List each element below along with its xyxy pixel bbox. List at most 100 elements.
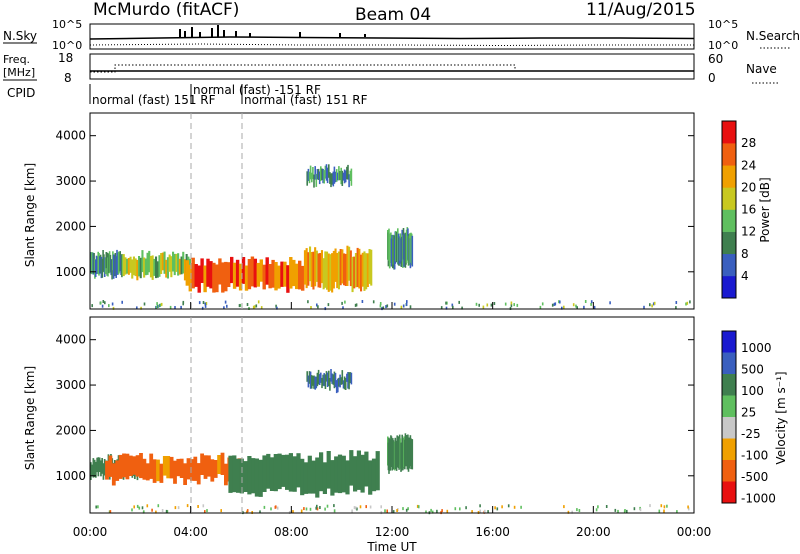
echo-cell: [334, 248, 337, 282]
echo-cell: [149, 453, 154, 479]
echo-cell: [344, 377, 347, 390]
echo-cell: [129, 256, 132, 273]
echo-cell: [215, 264, 219, 293]
echo-cell: [292, 510, 294, 514]
echo-cell: [259, 510, 261, 514]
echo-cell: [115, 460, 120, 481]
echo-cell: [146, 504, 149, 508]
colorbar-tick-label: 16: [741, 203, 756, 217]
echo-cell: [605, 505, 608, 508]
echo-cell: [633, 507, 636, 511]
colorbar-tick-label: -1000: [741, 491, 776, 505]
colorbar-swatch: [722, 331, 736, 353]
echo-cell: [182, 251, 185, 274]
echo-cell: [91, 464, 93, 477]
echo-cell: [292, 259, 296, 287]
x-tick-label: 04:00: [173, 525, 208, 539]
echo-cell: [144, 258, 147, 276]
colorbar-tick-label: -100: [741, 448, 768, 462]
echo-cell: [614, 508, 617, 512]
echo-cell: [99, 301, 102, 305]
echo-cell: [554, 302, 557, 306]
echo-cell: [315, 376, 318, 389]
echo-cell: [286, 265, 290, 293]
echo-cell: [325, 164, 328, 181]
echo-cell: [149, 256, 152, 278]
echo-cell: [411, 439, 414, 470]
echo-cell: [303, 462, 309, 494]
echo-cell: [361, 252, 364, 287]
echo-cell: [375, 451, 380, 491]
echo-cell: [255, 304, 258, 308]
echo-cell: [259, 259, 263, 282]
echo-cell: [553, 302, 556, 306]
echo-cell: [180, 305, 182, 309]
echo-cell: [158, 255, 161, 277]
echo-cell: [307, 252, 310, 286]
echo-cell: [561, 306, 563, 310]
echo-cell: [361, 300, 364, 303]
echo-cell: [121, 254, 123, 278]
echo-cell: [345, 460, 350, 495]
y-tick-label: 4000: [55, 333, 86, 347]
echo-cell: [325, 371, 328, 382]
echo-cell: [126, 258, 129, 274]
echo-cell: [289, 257, 293, 289]
echo-cell: [312, 375, 314, 386]
colorbar-swatch: [722, 460, 736, 482]
echo-cell: [220, 452, 225, 475]
echo-cell: [416, 504, 419, 508]
echo-cell: [254, 458, 259, 497]
echo-cell: [309, 371, 312, 389]
echo-cell: [475, 302, 478, 306]
echo-cell: [159, 303, 162, 307]
echo-cell: [338, 377, 340, 387]
echo-cell: [182, 302, 184, 306]
echo-cell: [206, 509, 208, 513]
echo-cell: [102, 300, 105, 303]
echo-cell: [307, 168, 310, 182]
echo-cell: [333, 371, 336, 389]
echo-cell: [134, 258, 137, 277]
velocity-colorbar: 1000 500 100 25 -25 -100 -500 -1000: [721, 330, 776, 505]
echo-cell: [265, 257, 269, 285]
echo-cell: [175, 253, 178, 272]
echo-cell: [407, 507, 409, 511]
echo-cell: [343, 169, 346, 184]
echo-cell: [273, 454, 278, 492]
echo-cell: [202, 301, 205, 304]
echo-cell: [487, 510, 489, 514]
echo-cell: [166, 456, 171, 479]
echo-cell: [365, 505, 367, 509]
echo-cell: [310, 306, 312, 309]
echo-cell: [135, 455, 140, 477]
echo-cell: [571, 510, 573, 514]
echo-cell: [351, 509, 353, 513]
echo-cell: [277, 453, 282, 490]
echo-cell: [595, 508, 598, 512]
colorbar-tick-label: 12: [741, 225, 756, 239]
echo-cell: [324, 507, 326, 511]
echo-cell: [194, 264, 198, 287]
echo-cell: [349, 450, 354, 486]
echo-cell: [349, 372, 352, 384]
echo-cell: [139, 453, 143, 479]
echo-cell: [274, 505, 277, 509]
echo-cell: [260, 306, 263, 310]
echo-cell: [590, 300, 593, 304]
freq-tick-top: 18: [58, 51, 73, 65]
echo-cell: [227, 262, 231, 287]
echo-cell: [339, 374, 341, 388]
echo-cell: [243, 461, 248, 492]
echo-cell: [197, 265, 201, 293]
echo-cell: [652, 302, 655, 306]
echo-cell: [478, 303, 480, 307]
echo-cell: [493, 302, 496, 305]
echo-cell: [111, 463, 116, 486]
echo-cell: [162, 456, 167, 476]
echo-cell: [268, 264, 272, 289]
y-tick-label: 2000: [55, 219, 86, 233]
echo-cell: [170, 256, 173, 278]
echo-cell: [109, 510, 112, 514]
echo-cell: [649, 504, 651, 508]
